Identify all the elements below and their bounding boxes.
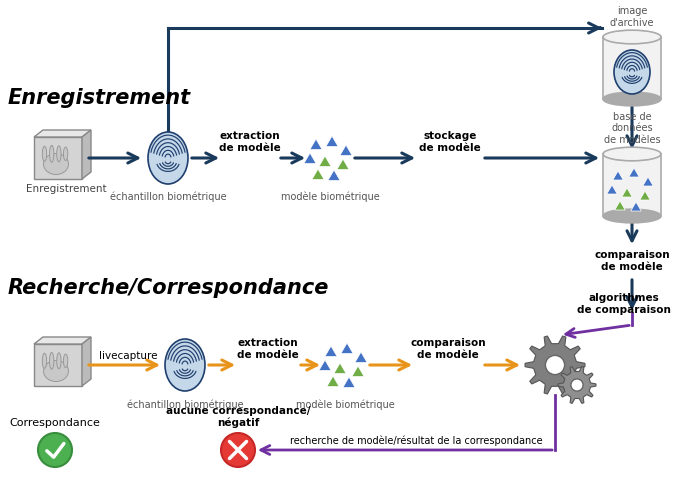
Text: modèle biométrique: modèle biométrique (281, 192, 379, 202)
Ellipse shape (603, 209, 661, 223)
Polygon shape (34, 137, 82, 179)
Text: algorithmes
de comparaison: algorithmes de comparaison (577, 293, 671, 315)
Ellipse shape (42, 146, 47, 162)
Text: échantillon biométrique: échantillon biométrique (127, 399, 244, 410)
FancyBboxPatch shape (603, 37, 661, 99)
Polygon shape (640, 191, 650, 200)
Polygon shape (355, 352, 367, 362)
Polygon shape (558, 367, 596, 404)
Text: Enregistrement: Enregistrement (8, 88, 191, 108)
Polygon shape (631, 202, 641, 211)
Circle shape (571, 379, 583, 391)
Polygon shape (327, 376, 339, 387)
Text: comparaison
de modèle: comparaison de modèle (410, 338, 486, 360)
Ellipse shape (64, 354, 68, 367)
Text: Recherche/Correspondance: Recherche/Correspondance (8, 278, 330, 298)
Circle shape (221, 433, 255, 467)
Polygon shape (326, 136, 338, 147)
Ellipse shape (57, 146, 61, 162)
Polygon shape (334, 363, 346, 374)
Polygon shape (622, 188, 632, 197)
Polygon shape (304, 153, 316, 164)
Polygon shape (319, 360, 331, 370)
Text: échantillon biométrique: échantillon biométrique (110, 192, 226, 202)
Polygon shape (319, 156, 331, 166)
Circle shape (545, 355, 565, 375)
Text: modèle biométrique: modèle biométrique (295, 399, 394, 410)
Polygon shape (325, 346, 337, 356)
FancyBboxPatch shape (603, 154, 661, 216)
Ellipse shape (603, 147, 661, 161)
Polygon shape (82, 130, 91, 179)
Polygon shape (34, 344, 82, 386)
Text: comparaison
de modèle: comparaison de modèle (594, 250, 670, 271)
Ellipse shape (57, 353, 61, 369)
Ellipse shape (64, 147, 68, 161)
Polygon shape (629, 168, 639, 177)
Polygon shape (352, 366, 364, 377)
Text: Correspondance: Correspondance (10, 418, 100, 428)
Polygon shape (612, 171, 623, 180)
Ellipse shape (50, 146, 54, 162)
Polygon shape (82, 337, 91, 386)
Polygon shape (341, 343, 353, 353)
Polygon shape (328, 170, 340, 180)
Ellipse shape (614, 50, 650, 94)
Text: image
d'archive: image d'archive (610, 6, 655, 28)
Polygon shape (312, 169, 324, 179)
Ellipse shape (50, 352, 54, 369)
Polygon shape (343, 377, 355, 388)
Polygon shape (340, 145, 352, 156)
Text: Enregistrement: Enregistrement (26, 184, 106, 194)
Polygon shape (337, 159, 349, 169)
Circle shape (38, 433, 72, 467)
Ellipse shape (43, 360, 69, 382)
Polygon shape (34, 337, 91, 344)
Ellipse shape (148, 132, 188, 184)
Ellipse shape (42, 353, 47, 368)
Polygon shape (607, 185, 617, 194)
Polygon shape (310, 139, 322, 150)
Ellipse shape (603, 30, 661, 44)
Ellipse shape (43, 154, 69, 174)
Text: aucune correspondance/
négatif: aucune correspondance/ négatif (166, 406, 310, 428)
Text: livecapture: livecapture (99, 351, 158, 361)
Text: recherche de modèle/résultat de la correspondance: recherche de modèle/résultat de la corre… (290, 435, 542, 446)
Ellipse shape (165, 339, 205, 391)
Polygon shape (615, 201, 625, 210)
Polygon shape (525, 336, 585, 394)
Text: stockage
de modèle: stockage de modèle (419, 131, 481, 153)
Polygon shape (34, 130, 91, 137)
Text: extraction
de modèle: extraction de modèle (219, 131, 281, 153)
Text: extraction
de modèle: extraction de modèle (237, 338, 299, 360)
Polygon shape (643, 177, 653, 186)
Ellipse shape (603, 92, 661, 106)
Text: base de
données
de modèles: base de données de modèles (603, 112, 660, 145)
